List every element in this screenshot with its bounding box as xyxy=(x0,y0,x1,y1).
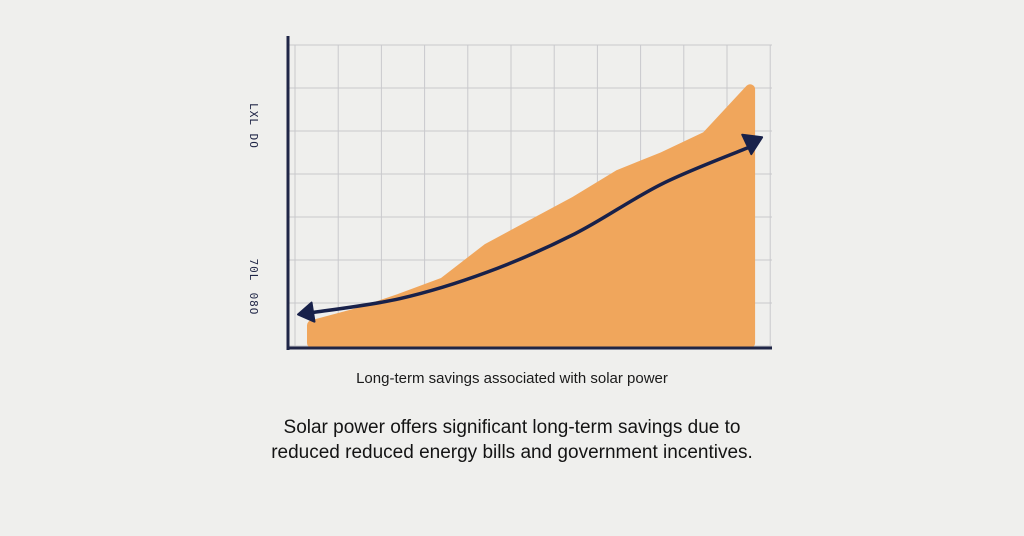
y-tick-label: 08O xyxy=(247,293,260,316)
savings-area xyxy=(307,84,756,348)
x-axis-label: Long-term savings associated with solar … xyxy=(356,370,668,387)
y-tick-label: 70L xyxy=(247,259,260,282)
chart-caption: Solar power offers significant long-term… xyxy=(271,417,753,463)
y-tick-labels: LXL DO 70L 08O xyxy=(247,103,260,315)
trend-arrow-head-end xyxy=(741,133,764,156)
trend-arrow-head-start xyxy=(297,301,316,323)
trend-arrow-line xyxy=(304,143,756,316)
y-tick-label: LXL DO xyxy=(247,103,260,149)
